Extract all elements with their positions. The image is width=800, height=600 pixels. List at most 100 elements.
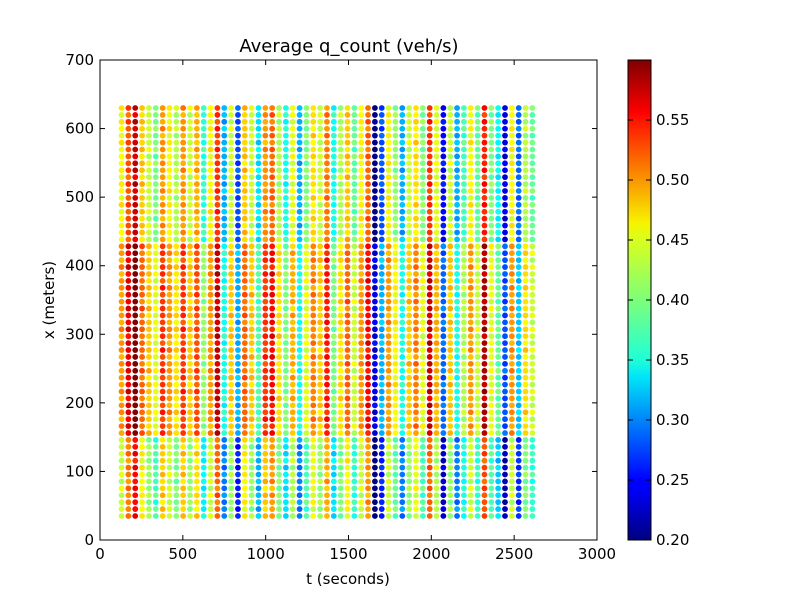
data-point xyxy=(132,257,139,264)
data-point xyxy=(200,105,207,111)
data-point xyxy=(433,340,440,347)
data-point xyxy=(173,250,180,257)
data-point xyxy=(406,395,413,402)
data-point xyxy=(413,423,419,429)
data-point xyxy=(385,264,392,270)
data-point xyxy=(365,257,371,264)
data-point xyxy=(385,250,392,257)
data-point xyxy=(515,416,522,423)
data-point xyxy=(529,409,536,416)
data-point xyxy=(358,188,365,194)
data-point xyxy=(447,229,454,236)
data-point xyxy=(488,139,495,146)
data-point xyxy=(152,125,159,132)
data-point xyxy=(358,250,365,257)
data-point xyxy=(180,132,187,139)
data-point xyxy=(406,485,413,492)
data-point xyxy=(317,146,324,153)
data-point xyxy=(378,485,385,492)
data-point xyxy=(235,201,241,208)
data-point xyxy=(310,409,317,416)
data-point xyxy=(214,423,221,429)
data-point xyxy=(125,264,132,270)
data-point xyxy=(317,277,324,284)
data-point xyxy=(365,513,371,519)
data-point xyxy=(515,312,522,319)
data-point xyxy=(378,437,385,443)
data-point xyxy=(289,236,296,243)
data-point xyxy=(392,471,399,478)
data-point xyxy=(303,450,310,457)
data-point xyxy=(358,499,365,506)
data-point xyxy=(522,284,529,291)
data-point xyxy=(337,437,344,443)
data-point xyxy=(337,146,344,153)
data-point xyxy=(221,208,228,215)
data-point xyxy=(310,506,317,512)
data-point xyxy=(358,443,365,450)
data-point xyxy=(200,485,207,492)
data-point xyxy=(344,430,351,436)
data-point xyxy=(310,236,317,243)
data-point xyxy=(365,174,371,181)
data-point xyxy=(139,319,145,326)
data-point xyxy=(344,354,351,360)
data-point xyxy=(132,423,139,429)
data-point xyxy=(228,367,235,374)
data-point xyxy=(282,319,289,326)
data-point xyxy=(118,506,125,512)
data-point xyxy=(522,112,529,118)
data-point xyxy=(337,409,344,416)
data-point xyxy=(235,354,241,360)
data-point xyxy=(125,437,132,443)
data-point xyxy=(474,326,481,333)
data-point xyxy=(132,105,139,111)
data-point xyxy=(125,195,132,201)
data-point xyxy=(303,208,310,215)
data-point xyxy=(419,437,426,443)
data-point xyxy=(289,450,296,457)
data-point xyxy=(508,167,515,174)
data-point xyxy=(289,354,296,360)
data-point xyxy=(180,201,187,208)
data-point xyxy=(495,257,502,264)
data-point xyxy=(276,388,282,395)
data-point xyxy=(241,395,248,402)
data-point xyxy=(495,298,502,305)
data-point xyxy=(317,132,324,139)
data-point xyxy=(392,395,399,402)
data-point xyxy=(508,312,515,319)
data-point xyxy=(399,284,406,291)
data-point xyxy=(385,139,392,146)
data-point xyxy=(440,105,447,111)
data-point xyxy=(139,215,145,222)
data-point xyxy=(406,174,413,181)
data-point xyxy=(200,395,207,402)
data-point xyxy=(447,326,454,333)
data-point xyxy=(406,423,413,429)
data-point xyxy=(282,485,289,492)
data-point xyxy=(276,277,282,284)
data-point xyxy=(488,236,495,243)
data-point xyxy=(221,105,228,111)
data-point xyxy=(214,174,221,181)
data-point xyxy=(426,298,433,305)
data-point xyxy=(180,174,187,181)
data-point xyxy=(385,492,392,499)
data-point xyxy=(481,326,488,333)
data-point xyxy=(146,319,152,326)
data-point xyxy=(474,506,481,512)
data-point xyxy=(337,333,344,340)
data-point xyxy=(132,208,139,215)
data-point xyxy=(241,485,248,492)
data-point xyxy=(502,188,508,194)
data-point xyxy=(324,118,330,125)
data-point xyxy=(118,236,125,243)
data-point xyxy=(303,485,310,492)
data-point xyxy=(118,305,125,312)
data-point xyxy=(146,132,152,139)
data-point xyxy=(139,118,145,125)
data-point xyxy=(262,271,269,277)
data-point xyxy=(440,471,447,478)
data-point xyxy=(248,374,255,381)
